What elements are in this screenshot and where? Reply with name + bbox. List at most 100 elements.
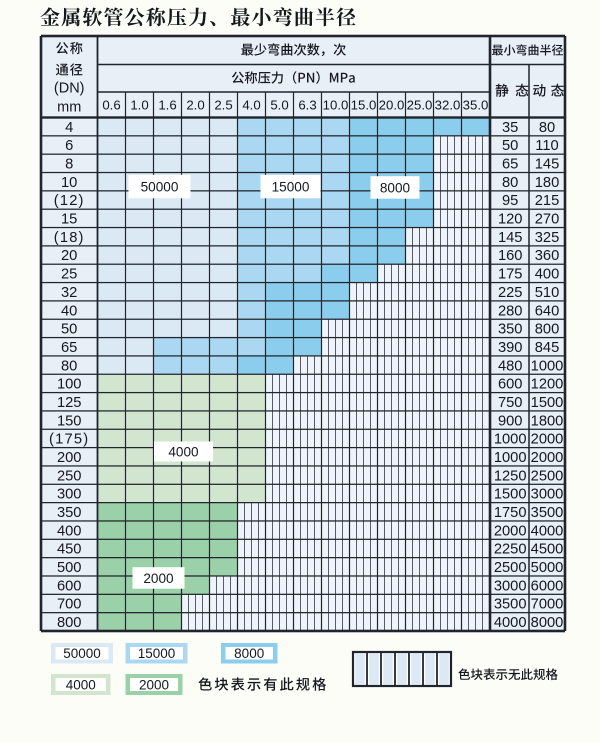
- svg-text:1750: 1750: [494, 505, 527, 521]
- svg-text:3500: 3500: [531, 505, 564, 521]
- svg-text:5000: 5000: [531, 560, 564, 576]
- svg-text:1500: 1500: [531, 395, 564, 411]
- svg-text:2000: 2000: [531, 450, 564, 466]
- svg-text:845: 845: [535, 340, 560, 356]
- svg-text:15.0: 15.0: [351, 98, 377, 113]
- svg-text:50000: 50000: [63, 646, 101, 661]
- svg-text:2000: 2000: [143, 571, 174, 586]
- svg-text:145: 145: [498, 230, 523, 246]
- svg-text:390: 390: [498, 340, 523, 356]
- svg-text:160: 160: [498, 248, 523, 264]
- svg-text:480: 480: [498, 358, 523, 374]
- svg-text:600: 600: [498, 377, 523, 393]
- svg-text:250: 250: [57, 468, 82, 484]
- svg-text:100: 100: [57, 377, 82, 393]
- svg-text:(12): (12): [54, 193, 85, 209]
- svg-text:20.0: 20.0: [379, 98, 405, 113]
- svg-text:(175): (175): [49, 432, 89, 448]
- svg-text:750: 750: [498, 395, 523, 411]
- svg-text:640: 640: [535, 303, 560, 319]
- svg-text:1250: 1250: [494, 468, 527, 484]
- svg-text:270: 270: [535, 212, 560, 228]
- svg-text:110: 110: [535, 138, 558, 154]
- svg-text:150: 150: [57, 413, 82, 429]
- svg-text:6: 6: [65, 138, 73, 154]
- svg-text:32: 32: [61, 285, 77, 301]
- svg-text:25.0: 25.0: [407, 98, 433, 113]
- svg-text:300: 300: [57, 487, 82, 503]
- svg-text:35: 35: [502, 120, 518, 136]
- svg-text:35.0: 35.0: [463, 98, 489, 113]
- svg-text:8: 8: [65, 157, 73, 173]
- svg-text:32.0: 32.0: [435, 98, 461, 113]
- svg-text:1500: 1500: [494, 487, 527, 503]
- svg-text:2000: 2000: [139, 677, 169, 692]
- svg-text:4000: 4000: [494, 615, 527, 631]
- svg-text:2.0: 2.0: [186, 98, 204, 113]
- svg-text:(DN): (DN): [54, 81, 85, 97]
- svg-text:350: 350: [498, 322, 523, 338]
- svg-text:4000: 4000: [168, 444, 199, 459]
- svg-text:6.3: 6.3: [298, 98, 316, 113]
- svg-text:325: 325: [535, 230, 560, 246]
- svg-text:4.0: 4.0: [242, 98, 260, 113]
- svg-text:120: 120: [498, 212, 523, 228]
- svg-text:8000: 8000: [380, 180, 411, 195]
- svg-text:15: 15: [61, 212, 77, 228]
- svg-text:15000: 15000: [272, 179, 310, 194]
- svg-text:400: 400: [57, 523, 82, 539]
- svg-text:1200: 1200: [531, 377, 564, 393]
- svg-text:500: 500: [57, 560, 82, 576]
- svg-text:360: 360: [535, 248, 560, 264]
- svg-text:65: 65: [502, 157, 518, 173]
- svg-text:145: 145: [535, 157, 560, 173]
- svg-text:4000: 4000: [531, 523, 564, 539]
- svg-text:7000: 7000: [531, 597, 564, 613]
- svg-text:80: 80: [502, 175, 518, 191]
- svg-text:3000: 3000: [531, 487, 564, 503]
- svg-text:280: 280: [498, 303, 523, 319]
- svg-text:20: 20: [61, 248, 77, 264]
- svg-text:25: 25: [61, 267, 77, 283]
- svg-text:8000: 8000: [234, 646, 264, 661]
- svg-text:2500: 2500: [531, 468, 564, 484]
- svg-text:1000: 1000: [494, 432, 527, 448]
- svg-text:6000: 6000: [531, 578, 564, 594]
- svg-text:125: 125: [57, 395, 82, 411]
- svg-text:(18): (18): [54, 230, 85, 246]
- svg-text:900: 900: [498, 413, 523, 429]
- svg-text:450: 450: [57, 542, 82, 558]
- svg-text:1.6: 1.6: [158, 98, 176, 113]
- svg-text:95: 95: [502, 193, 518, 209]
- svg-text:2500: 2500: [494, 560, 527, 576]
- svg-text:0.6: 0.6: [102, 98, 120, 113]
- svg-text:4000: 4000: [66, 677, 96, 692]
- svg-text:3000: 3000: [494, 578, 527, 594]
- svg-text:3500: 3500: [494, 597, 527, 613]
- svg-text:65: 65: [61, 340, 77, 356]
- svg-text:8000: 8000: [531, 615, 564, 631]
- svg-text:400: 400: [535, 267, 560, 283]
- svg-text:1800: 1800: [531, 413, 564, 429]
- svg-text:215: 215: [535, 193, 560, 209]
- svg-text:600: 600: [57, 578, 82, 594]
- svg-text:10.0: 10.0: [323, 98, 349, 113]
- svg-text:225: 225: [498, 285, 523, 301]
- svg-text:800: 800: [535, 322, 560, 338]
- svg-text:4: 4: [65, 120, 73, 136]
- svg-text:1000: 1000: [531, 358, 564, 374]
- svg-text:2000: 2000: [494, 523, 527, 539]
- svg-text:175: 175: [498, 267, 523, 283]
- svg-text:700: 700: [57, 597, 82, 613]
- svg-text:1.0: 1.0: [130, 98, 148, 113]
- svg-text:mm: mm: [57, 100, 81, 116]
- svg-text:80: 80: [61, 358, 77, 374]
- svg-text:5.0: 5.0: [270, 98, 288, 113]
- svg-text:1000: 1000: [494, 450, 527, 466]
- svg-text:4500: 4500: [531, 542, 564, 558]
- svg-text:800: 800: [57, 615, 82, 631]
- svg-text:2000: 2000: [531, 432, 564, 448]
- svg-text:50000: 50000: [141, 179, 179, 194]
- svg-text:40: 40: [61, 303, 77, 319]
- svg-text:15000: 15000: [138, 646, 176, 661]
